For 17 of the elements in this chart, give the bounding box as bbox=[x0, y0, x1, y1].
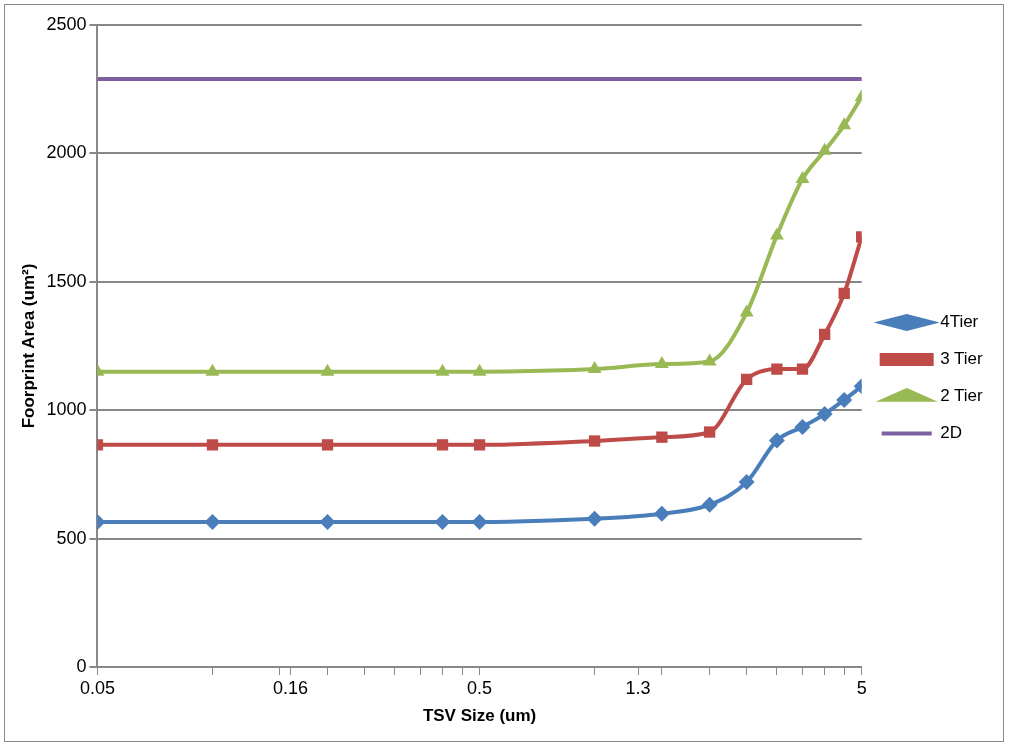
x-tick-label: 1.3 bbox=[625, 677, 651, 698]
y-tick-label: 2500 bbox=[46, 13, 87, 34]
y-tick-label: 1000 bbox=[46, 399, 87, 420]
y-tick-label: 1500 bbox=[46, 270, 87, 291]
y-tick-label: 500 bbox=[56, 527, 87, 548]
legend-label: 2D bbox=[940, 423, 962, 443]
y-tick-label: 2000 bbox=[46, 142, 87, 163]
legend-label: 4Tier bbox=[940, 312, 979, 332]
x-tick-label: 5 bbox=[856, 677, 867, 698]
y-tick-label: 0 bbox=[76, 655, 87, 676]
x-tick-label: 0.5 bbox=[467, 677, 493, 698]
y-axis-title: Foorprint Area (um²) bbox=[18, 263, 38, 429]
x-tick-label: 0.16 bbox=[272, 677, 308, 698]
x-tick-label: 0.05 bbox=[79, 677, 115, 698]
x-axis-title: TSV Size (um) bbox=[422, 706, 537, 726]
legend-label: 3 Tier bbox=[940, 349, 984, 369]
legend-label: 2 Tier bbox=[940, 386, 984, 406]
